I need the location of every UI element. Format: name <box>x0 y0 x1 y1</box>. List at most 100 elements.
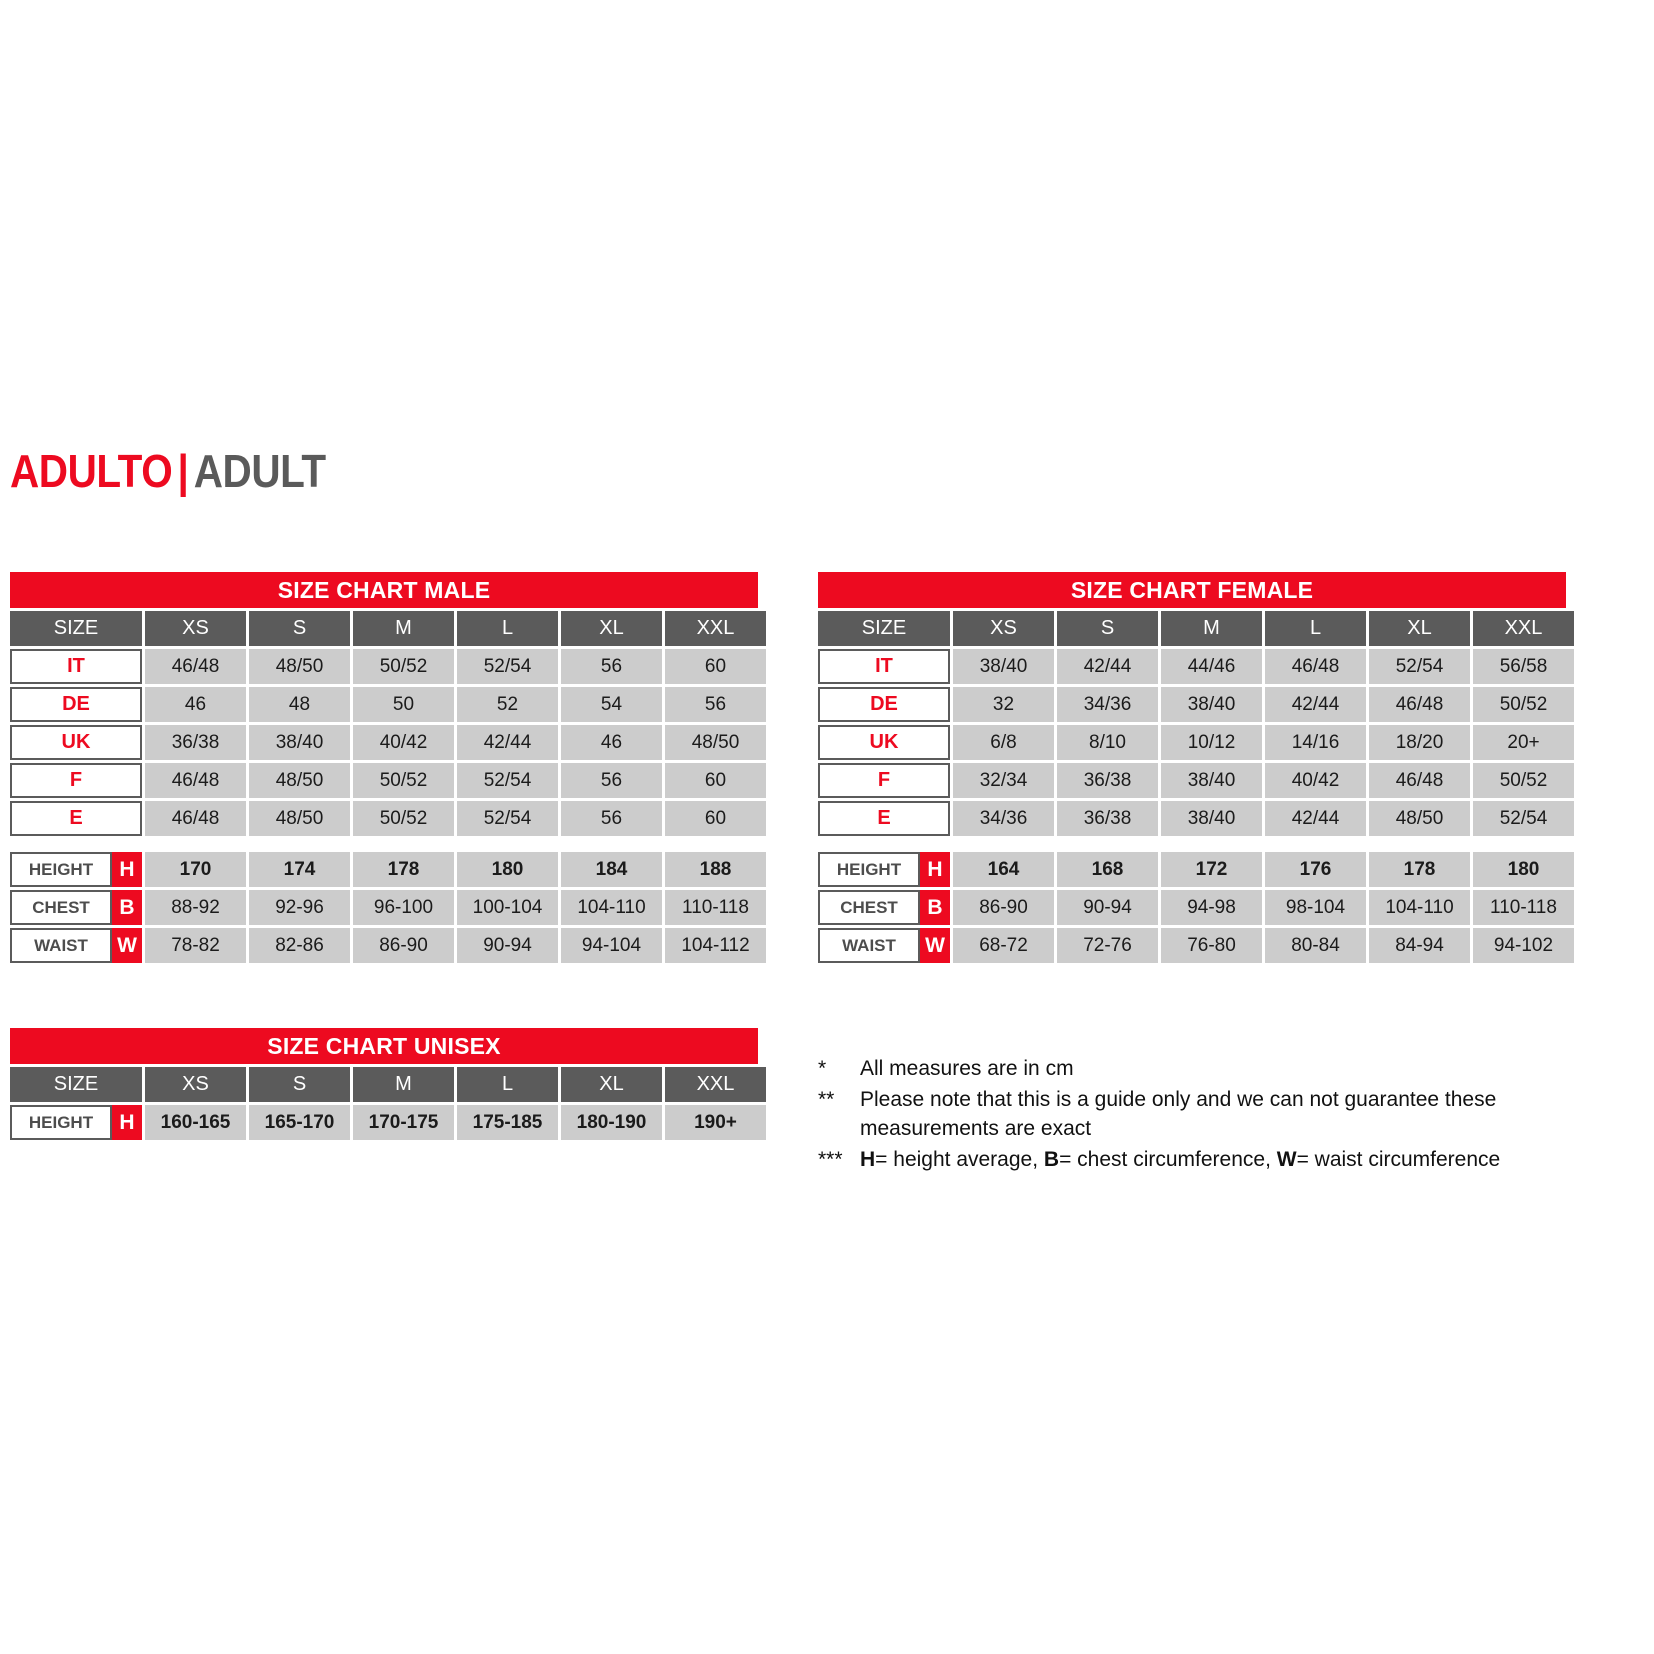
male-cell-e-m: 50/52 <box>353 801 454 836</box>
female-row-label-e: E <box>818 801 950 836</box>
male-cell-waist-xxl: 104-112 <box>665 928 766 963</box>
unisex-column-header-xxl: XXL <box>665 1067 766 1102</box>
male-measure-label-chest: CHEST B <box>10 890 142 925</box>
page-title: ADULTO | ADULT <box>10 448 326 494</box>
male-measure-name-chest: CHEST <box>10 890 112 925</box>
male-column-header-l: L <box>457 611 558 646</box>
female-column-header-xs: XS <box>953 611 1054 646</box>
page-title-primary: ADULTO <box>10 445 173 497</box>
female-spacer <box>1265 839 1366 849</box>
male-spacer <box>145 839 246 849</box>
female-cell-f-m: 38/40 <box>1161 763 1262 798</box>
male-size-header: SIZE <box>10 611 142 646</box>
male-chart-grid: SIZE XS S M L XL XXL IT 46/48 48/50 50/52 52/54 56 60… <box>10 611 766 963</box>
female-cell-waist-s: 72-76 <box>1057 928 1158 963</box>
footnote-segment: Please note that this is a guide only an… <box>860 1087 1497 1140</box>
female-measure-name-chest: CHEST <box>818 890 920 925</box>
male-cell-de-m: 50 <box>353 687 454 722</box>
size-chart-male: SIZE CHART MALE SIZE XS S M L XL XXL IT 46/48 48/… <box>10 572 766 963</box>
footnote-key: W <box>1276 1147 1297 1171</box>
footnote-marker: *** <box>818 1147 843 1171</box>
unisex-chart-grid: SIZE XS S M L XL XXL HEIGHT H 160-165 165-170 170-1… <box>10 1067 766 1140</box>
female-measure-label-chest: CHEST B <box>818 890 950 925</box>
female-column-header-m: M <box>1161 611 1262 646</box>
female-cell-de-xxl: 50/52 <box>1473 687 1574 722</box>
female-cell-uk-m: 10/12 <box>1161 725 1262 760</box>
female-spacer <box>1473 839 1574 849</box>
footnote-text: All measures are in cm <box>860 1055 1638 1084</box>
female-cell-uk-s: 8/10 <box>1057 725 1158 760</box>
male-cell-f-xs: 46/48 <box>145 763 246 798</box>
male-spacer <box>353 839 454 849</box>
unisex-cell-height-l: 175-185 <box>457 1105 558 1140</box>
female-cell-chest-m: 94-98 <box>1161 890 1262 925</box>
male-cell-uk-l: 42/44 <box>457 725 558 760</box>
female-cell-uk-xxl: 20+ <box>1473 725 1574 760</box>
male-measure-key-b: B <box>112 890 142 925</box>
female-cell-chest-xs: 86-90 <box>953 890 1054 925</box>
female-chart-banner: SIZE CHART FEMALE <box>818 572 1566 608</box>
female-cell-it-xs: 38/40 <box>953 649 1054 684</box>
male-cell-f-l: 52/54 <box>457 763 558 798</box>
female-measure-key-b: B <box>920 890 950 925</box>
male-row-label-e: E <box>10 801 142 836</box>
female-spacer <box>818 839 950 849</box>
size-chart-unisex: SIZE CHART UNISEX SIZE XS S M L XL XXL HEIGHT H 1… <box>10 1028 766 1140</box>
female-cell-e-xl: 48/50 <box>1369 801 1470 836</box>
male-cell-waist-xs: 78-82 <box>145 928 246 963</box>
male-measure-key-w: W <box>112 928 142 963</box>
female-cell-height-xxl: 180 <box>1473 852 1574 887</box>
female-cell-height-s: 168 <box>1057 852 1158 887</box>
female-row-label-it: IT <box>818 649 950 684</box>
female-cell-chest-l: 98-104 <box>1265 890 1366 925</box>
male-cell-uk-xl: 46 <box>561 725 662 760</box>
female-cell-waist-l: 80-84 <box>1265 928 1366 963</box>
male-cell-e-xl: 56 <box>561 801 662 836</box>
male-cell-waist-s: 82-86 <box>249 928 350 963</box>
male-measure-label-waist: WAIST W <box>10 928 142 963</box>
footnote-key: B <box>1043 1147 1060 1171</box>
male-cell-de-xl: 54 <box>561 687 662 722</box>
female-spacer <box>1369 839 1470 849</box>
male-row-label-uk: UK <box>10 725 142 760</box>
unisex-cell-height-m: 170-175 <box>353 1105 454 1140</box>
female-column-header-l: L <box>1265 611 1366 646</box>
female-column-header-s: S <box>1057 611 1158 646</box>
male-cell-height-m: 178 <box>353 852 454 887</box>
footnote-row: ** Please note that this is a guide only … <box>818 1086 1638 1144</box>
male-cell-waist-m: 86-90 <box>353 928 454 963</box>
unisex-cell-height-s: 165-170 <box>249 1105 350 1140</box>
female-cell-f-l: 40/42 <box>1265 763 1366 798</box>
female-cell-height-xs: 164 <box>953 852 1054 887</box>
female-measure-label-waist: WAIST W <box>818 928 950 963</box>
female-cell-it-m: 44/46 <box>1161 649 1262 684</box>
footnote-marker: * <box>818 1057 827 1080</box>
female-cell-chest-xxl: 110-118 <box>1473 890 1574 925</box>
male-spacer <box>457 839 558 849</box>
male-cell-de-l: 52 <box>457 687 558 722</box>
female-cell-it-xxl: 56/58 <box>1473 649 1574 684</box>
male-column-header-m: M <box>353 611 454 646</box>
female-cell-de-m: 38/40 <box>1161 687 1262 722</box>
female-cell-it-l: 46/48 <box>1265 649 1366 684</box>
male-measure-name-height: HEIGHT <box>10 852 112 887</box>
unisex-column-header-m: M <box>353 1067 454 1102</box>
female-measure-key-w: W <box>920 928 950 963</box>
male-cell-uk-m: 40/42 <box>353 725 454 760</box>
unisex-cell-height-xs: 160-165 <box>145 1105 246 1140</box>
male-cell-it-m: 50/52 <box>353 649 454 684</box>
male-cell-height-xl: 184 <box>561 852 662 887</box>
male-cell-e-xs: 46/48 <box>145 801 246 836</box>
footnote-segment: = chest circumference, <box>1059 1147 1277 1171</box>
unisex-chart-banner: SIZE CHART UNISEX <box>10 1028 758 1064</box>
male-cell-f-m: 50/52 <box>353 763 454 798</box>
male-column-header-xl: XL <box>561 611 662 646</box>
male-cell-height-xxl: 188 <box>665 852 766 887</box>
male-cell-it-xl: 56 <box>561 649 662 684</box>
male-cell-de-xxl: 56 <box>665 687 766 722</box>
female-cell-de-l: 42/44 <box>1265 687 1366 722</box>
female-spacer <box>1057 839 1158 849</box>
female-cell-f-s: 36/38 <box>1057 763 1158 798</box>
footnote-row: *** H= height average, B= chest circumfer… <box>818 1146 1638 1175</box>
